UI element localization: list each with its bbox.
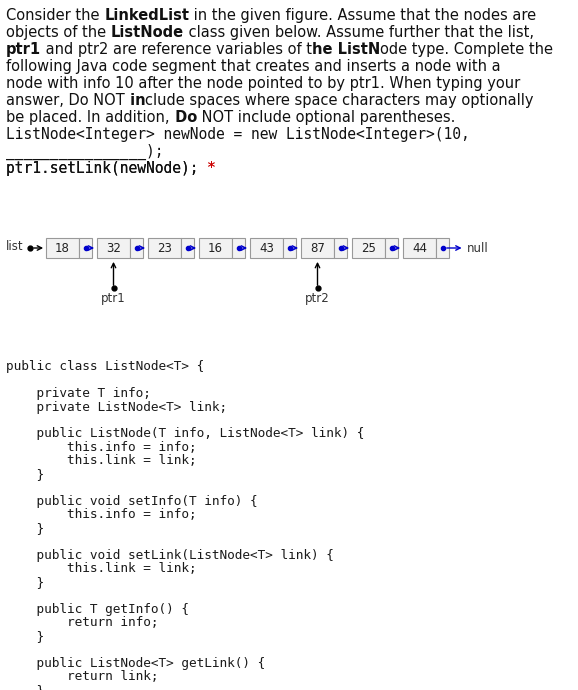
Text: public ListNode(T info, ListNode<T> link) {: public ListNode(T info, ListNode<T> link… — [6, 428, 364, 440]
Text: answer, Do NOT: answer, Do NOT — [6, 93, 125, 108]
Bar — [436, 238, 449, 258]
Bar — [148, 238, 181, 258]
Text: 44: 44 — [412, 241, 427, 255]
Text: 87: 87 — [310, 241, 325, 255]
Bar — [79, 238, 92, 258]
Text: ptr1: ptr1 — [6, 42, 41, 57]
Text: this.link = link;: this.link = link; — [6, 455, 197, 468]
Bar — [181, 238, 194, 258]
Text: }: } — [6, 630, 44, 643]
Text: clude spaces where space characters may optionally: clude spaces where space characters may … — [146, 93, 534, 108]
Bar — [250, 238, 283, 258]
Text: this.info = info;: this.info = info; — [6, 441, 197, 454]
Text: return link;: return link; — [6, 671, 158, 684]
Text: public ListNode<T> getLink() {: public ListNode<T> getLink() { — [6, 657, 265, 670]
Text: ptr1.setLink(newNode);: ptr1.setLink(newNode); — [6, 161, 208, 176]
Text: Consider the: Consider the — [6, 8, 104, 23]
Text: ptr2: ptr2 — [305, 292, 330, 305]
Text: ListNode: ListNode — [111, 25, 184, 40]
Text: 23: 23 — [157, 241, 172, 255]
Text: and ptr2 are reference variables of t: and ptr2 are reference variables of t — [41, 42, 312, 57]
Text: 18: 18 — [55, 241, 70, 255]
Text: return info;: return info; — [6, 616, 158, 629]
Text: public void setLink(ListNode<T> link) {: public void setLink(ListNode<T> link) { — [6, 549, 334, 562]
Text: }: } — [6, 684, 44, 690]
Text: this.link = link;: this.link = link; — [6, 562, 197, 575]
Text: 16: 16 — [208, 241, 223, 255]
Bar — [283, 238, 296, 258]
Text: *: * — [208, 161, 216, 176]
Text: in: in — [125, 93, 146, 108]
Text: *: * — [208, 161, 216, 176]
Text: null: null — [466, 241, 488, 255]
Bar — [232, 238, 245, 258]
Text: private T info;: private T info; — [6, 387, 151, 400]
Bar — [199, 238, 232, 258]
Text: ________________);: ________________); — [6, 144, 164, 160]
Text: ptr1.setLink(newNode);: ptr1.setLink(newNode); — [6, 161, 208, 176]
Text: }: } — [6, 522, 44, 535]
Text: he ListN: he ListN — [312, 42, 380, 57]
Text: following Java code segment that creates and inserts a node with a: following Java code segment that creates… — [6, 59, 501, 74]
Text: 43: 43 — [259, 241, 274, 255]
Text: list: list — [6, 241, 24, 253]
Text: LinkedList: LinkedList — [104, 8, 189, 23]
Bar — [403, 238, 436, 258]
Text: ptr1: ptr1 — [101, 292, 126, 305]
Text: be placed. In addition,: be placed. In addition, — [6, 110, 169, 125]
Text: ListNode<Integer> newNode = new ListNode<Integer>(10,: ListNode<Integer> newNode = new ListNode… — [6, 127, 470, 142]
Text: Do: Do — [169, 110, 197, 125]
Text: NOT include optional parentheses.: NOT include optional parentheses. — [197, 110, 455, 125]
Text: class given below. Assume further that the list,: class given below. Assume further that t… — [184, 25, 534, 40]
Text: public void setInfo(T info) {: public void setInfo(T info) { — [6, 495, 258, 508]
Text: ode type. Complete the: ode type. Complete the — [380, 42, 553, 57]
Bar — [46, 238, 79, 258]
Text: in the given figure. Assume that the nodes are: in the given figure. Assume that the nod… — [189, 8, 536, 23]
Bar — [301, 238, 334, 258]
Text: private ListNode<T> link;: private ListNode<T> link; — [6, 400, 227, 413]
Text: 32: 32 — [106, 241, 121, 255]
Text: public T getInfo() {: public T getInfo() { — [6, 603, 189, 616]
Text: public class ListNode<T> {: public class ListNode<T> { — [6, 360, 204, 373]
Bar — [334, 238, 347, 258]
Text: }: } — [6, 468, 44, 481]
Text: }: } — [6, 576, 44, 589]
Text: objects of the: objects of the — [6, 25, 111, 40]
Bar — [352, 238, 385, 258]
Text: this.info = info;: this.info = info; — [6, 509, 197, 522]
Text: node with info 10 after the node pointed to by ptr1. When typing your: node with info 10 after the node pointed… — [6, 76, 520, 91]
Bar — [97, 238, 130, 258]
Bar — [385, 238, 398, 258]
Bar — [130, 238, 143, 258]
Text: 25: 25 — [361, 241, 376, 255]
